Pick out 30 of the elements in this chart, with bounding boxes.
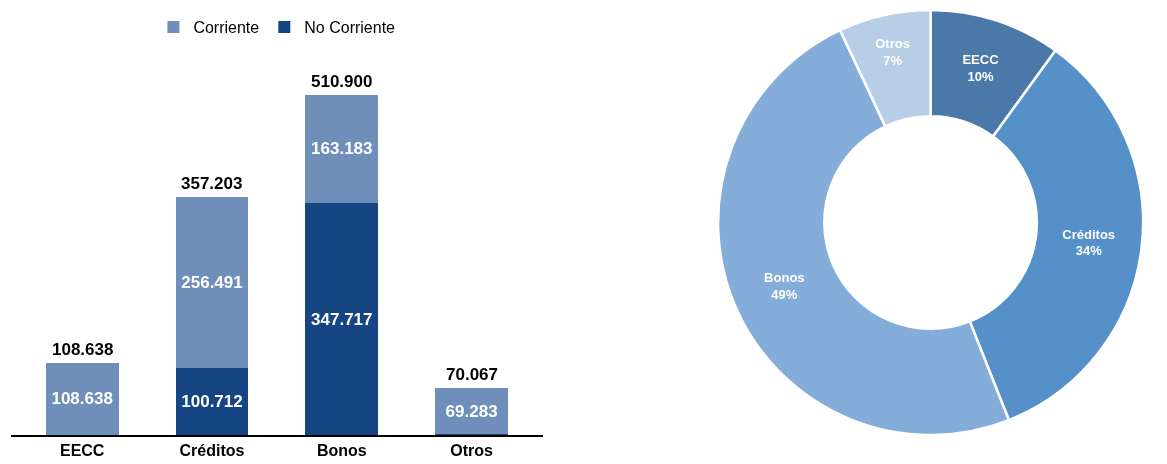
slice-label: Bonos xyxy=(764,269,805,285)
x-tick-label: Créditos xyxy=(179,441,245,459)
data-label: 163.183 xyxy=(311,139,373,159)
bar xyxy=(175,367,249,435)
legend-label: No Corriente xyxy=(304,19,396,37)
data-label: 10% xyxy=(967,69,994,85)
x-tick-label: EECC xyxy=(59,441,105,459)
slice-label: EECC xyxy=(962,52,1000,68)
total-label: 108.638 xyxy=(52,340,114,359)
data-label: 108.638 xyxy=(51,389,113,409)
slice-label: Otros xyxy=(875,36,910,52)
bar xyxy=(175,196,249,368)
data-label: 347.717 xyxy=(311,309,373,329)
data-label: 49% xyxy=(771,286,798,302)
total-label: 357.203 xyxy=(181,174,243,193)
slice-label: Créditos xyxy=(1062,226,1116,242)
legend-label: Corriente xyxy=(193,19,260,37)
x-tick-label: Otros xyxy=(450,441,494,459)
data-label: 100.712 xyxy=(181,391,243,411)
bar xyxy=(435,388,508,435)
data-label: 7% xyxy=(883,53,903,69)
total-label: 70.067 xyxy=(446,365,498,384)
bar xyxy=(45,362,119,435)
bar xyxy=(305,94,379,204)
bar xyxy=(305,203,379,435)
data-label: 34% xyxy=(1075,243,1103,259)
x-tick-label: Bonos xyxy=(316,441,367,459)
data-label: 69.283 xyxy=(445,401,498,421)
total-label: 510.900 xyxy=(311,72,373,91)
data-label: 256.491 xyxy=(181,272,243,292)
